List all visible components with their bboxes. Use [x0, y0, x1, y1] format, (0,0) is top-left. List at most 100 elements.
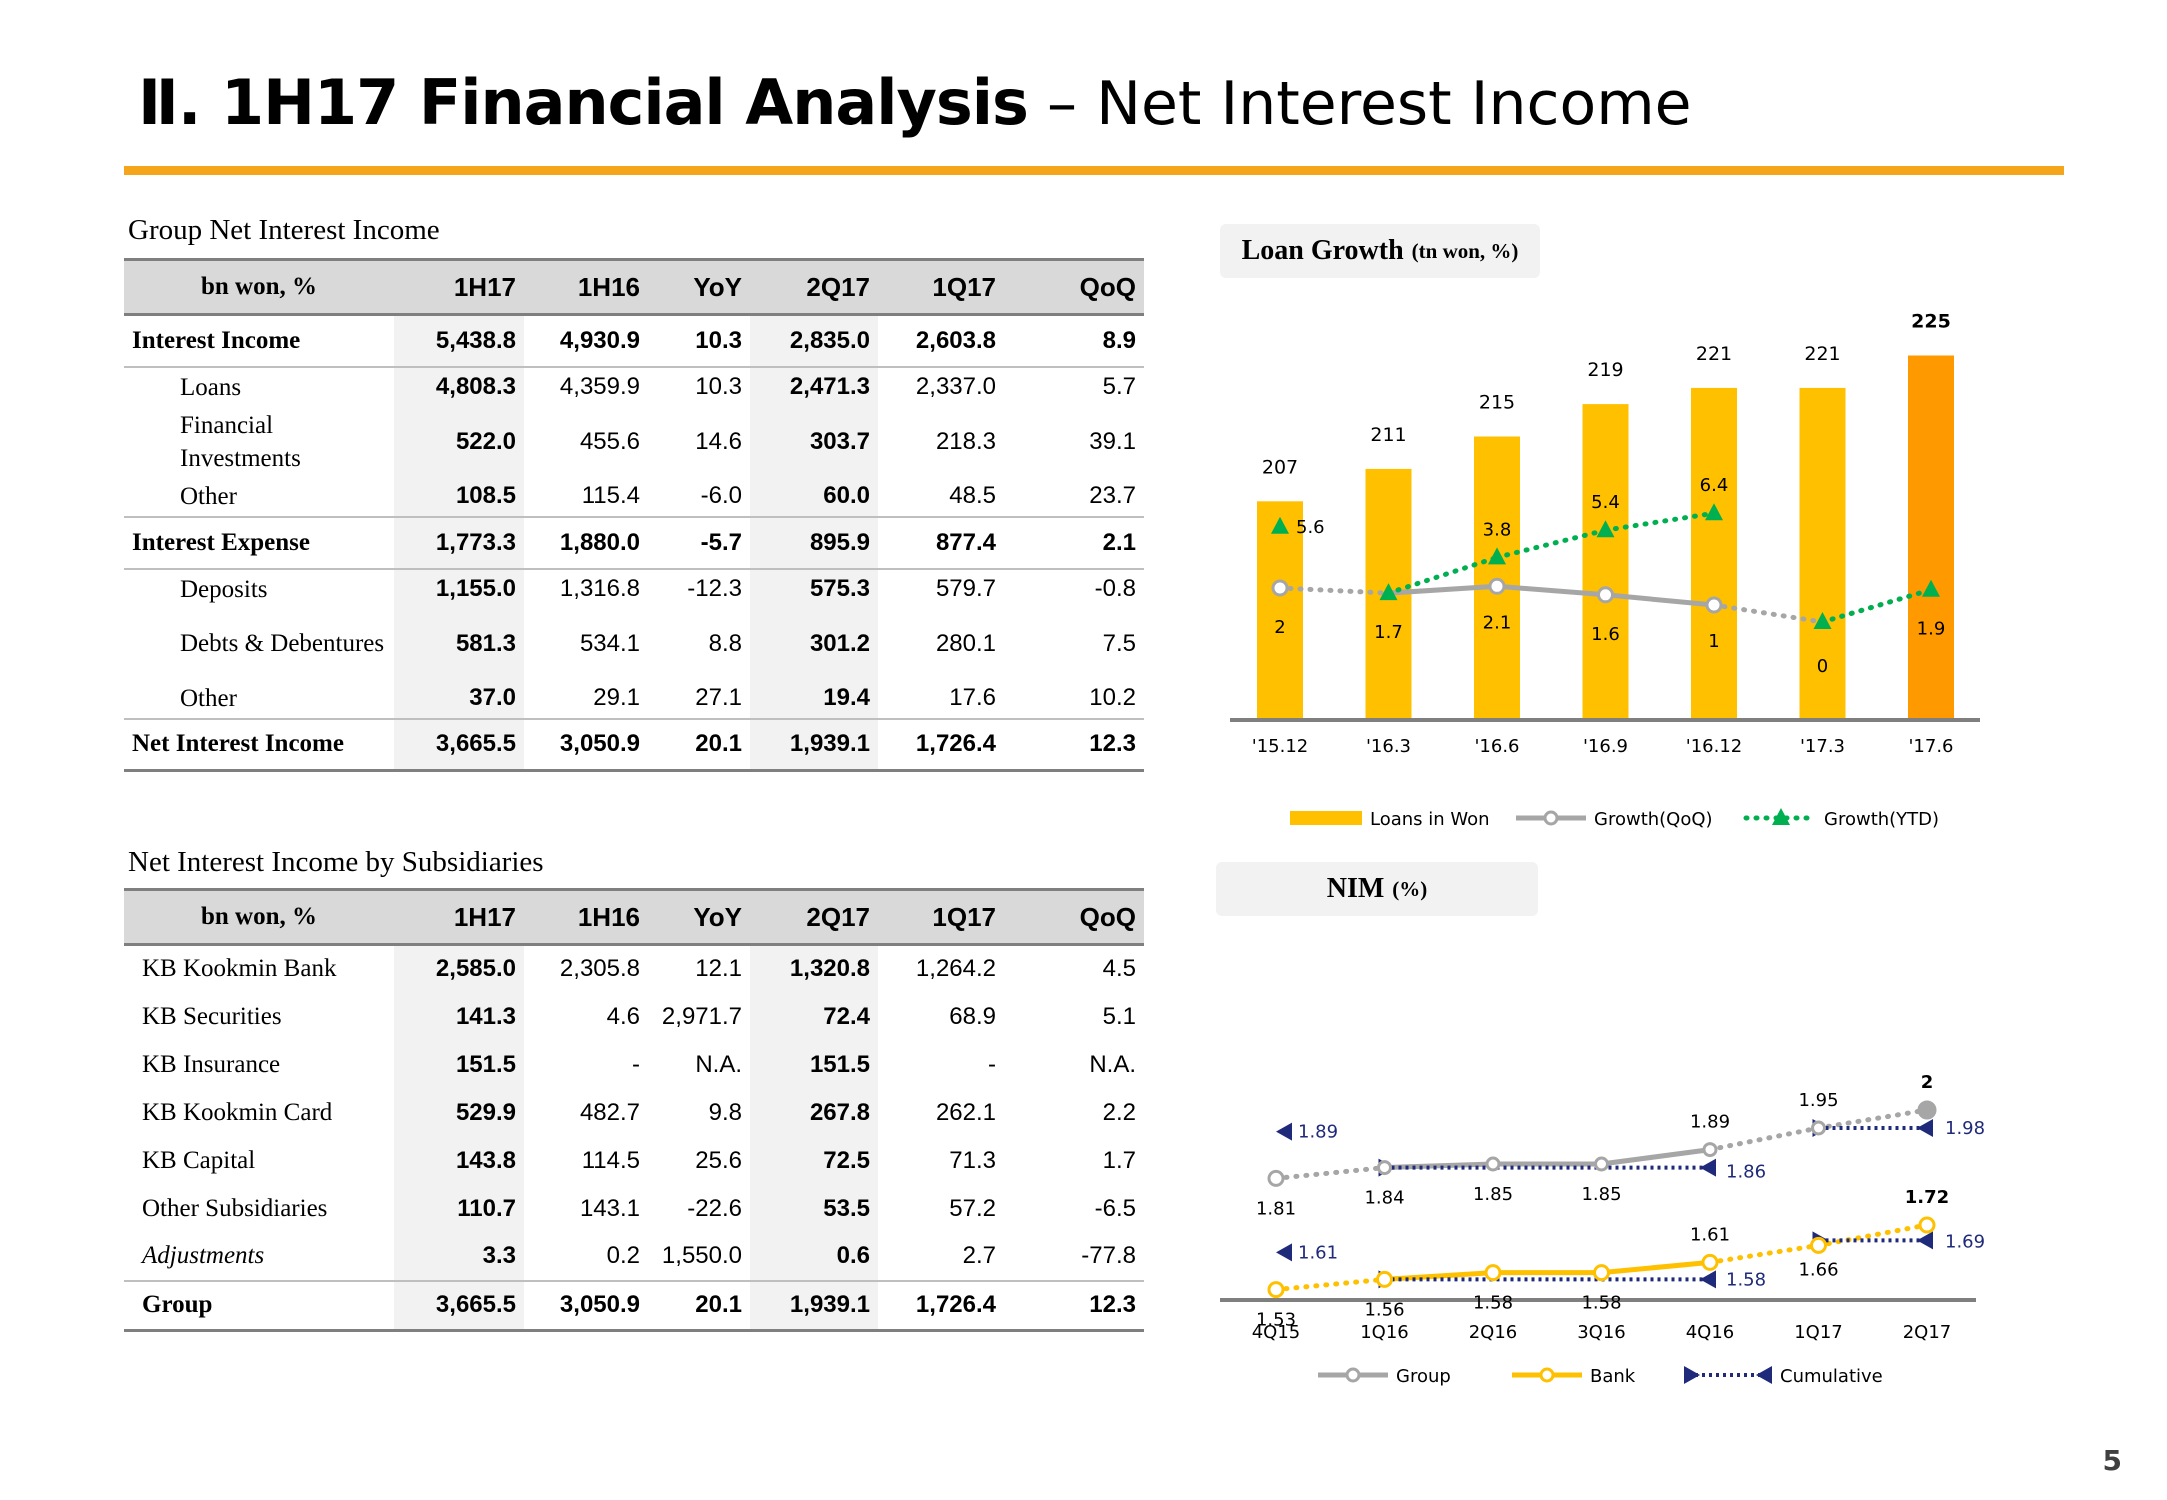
table-cell: 2,305.8 — [559, 955, 640, 983]
qoq-point — [1488, 577, 1506, 595]
qoq-line-segment — [1711, 602, 1825, 625]
cumulative-marker — [1700, 1270, 1716, 1289]
x-tick-label: 3Q16 — [1577, 1322, 1626, 1343]
legend-label-loans: Loans in Won — [1370, 809, 1490, 830]
table-cell: 1,939.1 — [750, 717, 878, 772]
group-point — [1702, 1142, 1718, 1158]
ytd-value-label: 5.4 — [1591, 492, 1620, 513]
cumulative-marker — [1917, 1119, 1933, 1137]
table-cell: 4.5 — [1102, 955, 1136, 983]
ytd-point — [1488, 547, 1506, 565]
row-label: Other — [180, 684, 237, 712]
row-label: Group — [124, 1279, 394, 1332]
bank-point — [1376, 1270, 1393, 1288]
ytd-line-segment — [1820, 587, 1934, 625]
nim-label-unit: (%) — [1392, 876, 1428, 901]
table-cell: 1,155.0 — [394, 568, 524, 609]
table-cell: 141.3 — [394, 992, 524, 1041]
table-cell: 72.4 — [750, 992, 878, 1041]
table-row: Other Subsidiaries 110.7 143.1 -22.6 53.5 57.… — [124, 1184, 1144, 1233]
table-cell: 39.1 — [1089, 427, 1136, 455]
bank-value-label: 1.72 — [1905, 1187, 1949, 1208]
group-value-label: 1.84 — [1364, 1188, 1404, 1209]
ytd-point — [1813, 612, 1832, 629]
table-cell: 1,939.1 — [750, 1279, 878, 1332]
table-cell: 4,930.9 — [524, 313, 648, 368]
group-value-label: 2 — [1921, 1072, 1934, 1093]
table-cell: 53.5 — [750, 1184, 878, 1233]
table-cell: -6.0 — [700, 482, 742, 509]
table-cell: 3,665.5 — [394, 717, 524, 772]
table-cell: 482.7 — [579, 1098, 640, 1126]
row-label: KB Capital — [142, 1146, 256, 1174]
bank-point — [1484, 1264, 1502, 1282]
bar-loans-in-won — [1691, 387, 1737, 720]
table-cell: 3,050.9 — [524, 1279, 648, 1332]
legend-label-qoq: Growth(QoQ) — [1594, 809, 1713, 830]
legend-label-bank: Bank — [1590, 1366, 1636, 1387]
bar-value-label: 211 — [1370, 424, 1406, 446]
x-tick-label: '17.3 — [1800, 736, 1845, 757]
x-tick-label: 1Q17 — [1794, 1322, 1843, 1343]
table-cell: 2,971.7 — [661, 1002, 742, 1030]
table-row: Financial Investments 522.0 455.6 14.6 303.7… — [124, 406, 1144, 477]
cumulative-value-label: 1.89 — [1298, 1122, 1338, 1143]
table-cell: 581.3 — [394, 608, 524, 679]
row-label: Other — [180, 482, 237, 510]
table-cell: 10.2 — [1089, 684, 1136, 711]
group-line-segment — [1384, 1161, 1494, 1171]
ytd-value-label: 5.6 — [1296, 517, 1325, 538]
table-cell: 2.2 — [1102, 1098, 1136, 1126]
table-row: Other 37.0 29.1 27.1 19.4 17.6 10.2 — [124, 678, 1144, 719]
table-cell: 4.6 — [606, 1002, 640, 1030]
table-cell: 218.3 — [935, 427, 996, 455]
bar-value-label: 219 — [1587, 359, 1623, 381]
table-row: KB Securities 141.3 4.6 2,971.7 72.4 68.9 5.1 — [124, 992, 1144, 1041]
table-cell: -77.8 — [1081, 1242, 1136, 1269]
cumulative-marker — [1700, 1158, 1716, 1177]
table-cell: 151.5 — [394, 1040, 524, 1089]
legend-marker-bank — [1539, 1367, 1555, 1383]
cumulative-marker — [1276, 1243, 1292, 1262]
table-row: Adjustments 3.3 0.2 1,550.0 0.6 2.7 -77.8 — [124, 1232, 1144, 1281]
table-cell: - — [988, 1050, 996, 1078]
table-cell: 575.3 — [750, 568, 878, 609]
column-header: 2Q17 — [750, 258, 878, 316]
legend-marker-cumulative — [1684, 1366, 1700, 1384]
bank-line-segment — [1816, 1222, 1930, 1248]
qoq-value-label: 0 — [1817, 656, 1828, 677]
x-tick-label: '16.3 — [1366, 736, 1411, 757]
cumulative-value-label: 1.69 — [1945, 1231, 1985, 1252]
table-cell: 877.4 — [878, 515, 1004, 570]
group-value-label: 1.81 — [1256, 1198, 1296, 1219]
table-cell: 301.2 — [750, 608, 878, 679]
cumulative-value-label: 1.58 — [1726, 1269, 1766, 1290]
table-cell: 12.3 — [1004, 1279, 1144, 1332]
table-row: Loans 4,808.3 4,359.9 10.3 2,471.3 2,337.0 5.7 — [124, 366, 1144, 407]
table-cell: 579.7 — [935, 575, 996, 602]
column-header: 1H17 — [394, 258, 524, 316]
group-value-label: 1.85 — [1581, 1184, 1621, 1205]
ytd-point — [1596, 520, 1615, 538]
group-point — [1267, 1169, 1285, 1187]
table-cell: 48.5 — [949, 482, 996, 509]
x-tick-label: 2Q17 — [1903, 1322, 1952, 1343]
table-cell: 1,316.8 — [559, 575, 640, 602]
table-cell: 3,050.9 — [524, 717, 648, 772]
nim-label-main: NIM — [1326, 873, 1385, 904]
column-header: YoY — [648, 258, 750, 316]
bank-value-label: 1.53 — [1256, 1310, 1296, 1331]
ytd-line-segment — [1603, 510, 1717, 533]
row-label: Net Interest Income — [124, 717, 394, 772]
table-cell: 8.8 — [708, 629, 742, 657]
column-header: bn won, % — [124, 888, 394, 946]
group-point — [1485, 1156, 1501, 1172]
table-cell: 10.3 — [648, 313, 750, 368]
title-bold: Ⅱ. 1H17 Financial Analysis — [138, 66, 1029, 139]
column-header: 1H16 — [524, 258, 648, 316]
loan-growth-label-unit: (tn won, %) — [1411, 238, 1519, 263]
row-label: Other Subsidiaries — [142, 1194, 328, 1222]
bar-value-label: 225 — [1911, 311, 1951, 333]
legend-marker-qoq — [1543, 810, 1559, 826]
legend-marker-cumulative — [1756, 1366, 1772, 1384]
